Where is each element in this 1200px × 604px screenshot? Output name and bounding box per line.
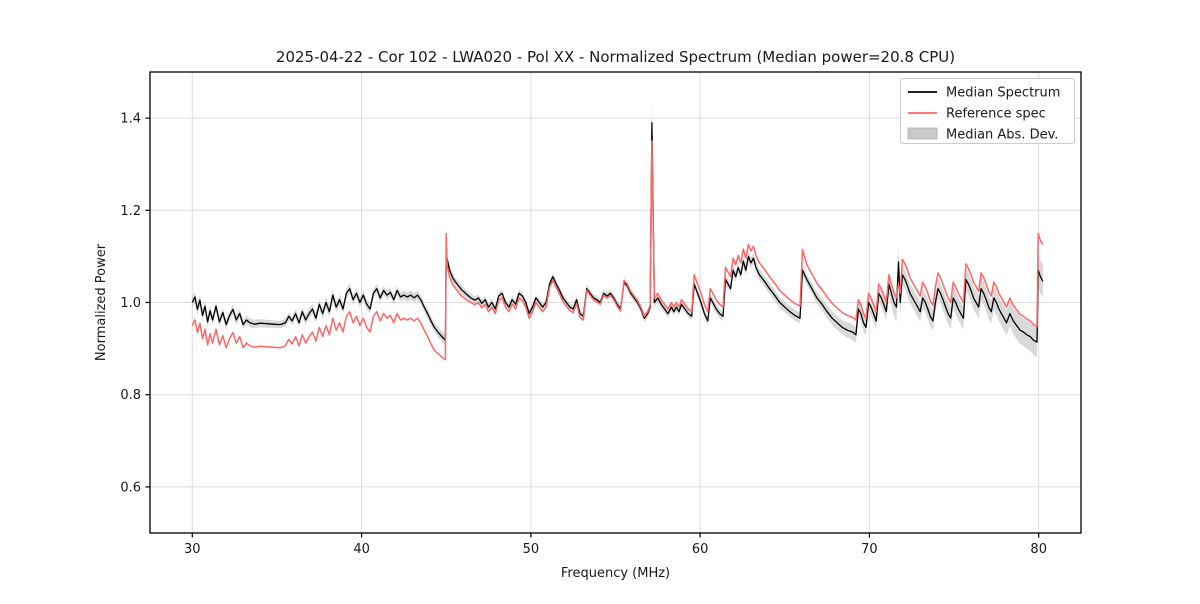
x-tick-label: 30	[184, 542, 201, 557]
plot-title: 2025-04-22 - Cor 102 - LWA020 - Pol XX -…	[276, 48, 955, 66]
x-tick-label: 60	[692, 542, 709, 557]
y-tick-label: 0.6	[120, 480, 141, 495]
y-tick-label: 1.2	[120, 204, 141, 219]
median-spectrum-line	[191, 122, 1044, 343]
median-abs-dev-band	[192, 96, 1043, 358]
x-tick-label: 80	[1030, 542, 1047, 557]
legend-box	[900, 78, 1075, 144]
legend-label-reference-spec: Reference spec	[946, 107, 1046, 122]
reference-spec-line	[191, 140, 1044, 361]
y-tick-label: 0.8	[120, 388, 141, 403]
tick-layer: 30 40 50 60 70 80 0.6 0.8 1.0 1.2 1.4	[120, 112, 1047, 557]
legend: Median Spectrum Reference spec Median Ab…	[900, 78, 1075, 144]
legend-label-median-spectrum: Median Spectrum	[946, 86, 1060, 101]
series-layer	[191, 96, 1044, 361]
x-axis-label: Frequency (MHz)	[561, 566, 670, 581]
legend-patch-median-abs-dev	[907, 127, 938, 140]
legend-label-median-abs-dev: Median Abs. Dev.	[946, 128, 1058, 143]
axes-frame	[149, 71, 1082, 534]
y-tick-label: 1.0	[120, 296, 141, 311]
y-tick-label: 1.4	[120, 112, 141, 127]
x-tick-label: 50	[523, 542, 540, 557]
x-tick-label: 70	[861, 542, 878, 557]
x-tick-label: 40	[353, 542, 370, 557]
y-axis-label: Normalized Power	[94, 243, 109, 361]
